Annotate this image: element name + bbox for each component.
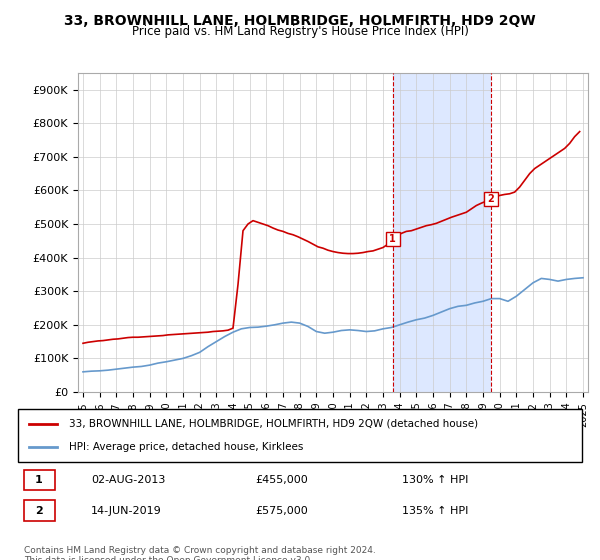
Text: 2: 2 <box>35 506 43 516</box>
Text: 130% ↑ HPI: 130% ↑ HPI <box>401 475 468 485</box>
Text: £455,000: £455,000 <box>255 475 308 485</box>
FancyBboxPatch shape <box>23 470 55 491</box>
FancyBboxPatch shape <box>18 409 582 462</box>
Text: 1: 1 <box>389 234 396 244</box>
Text: HPI: Average price, detached house, Kirklees: HPI: Average price, detached house, Kirk… <box>69 442 303 452</box>
Text: 02-AUG-2013: 02-AUG-2013 <box>91 475 166 485</box>
Text: 33, BROWNHILL LANE, HOLMBRIDGE, HOLMFIRTH, HD9 2QW: 33, BROWNHILL LANE, HOLMBRIDGE, HOLMFIRT… <box>64 14 536 28</box>
Text: 14-JUN-2019: 14-JUN-2019 <box>91 506 162 516</box>
FancyBboxPatch shape <box>23 501 55 521</box>
Text: 2: 2 <box>487 194 494 204</box>
Text: 135% ↑ HPI: 135% ↑ HPI <box>401 506 468 516</box>
Text: Contains HM Land Registry data © Crown copyright and database right 2024.
This d: Contains HM Land Registry data © Crown c… <box>24 546 376 560</box>
Text: £575,000: £575,000 <box>255 506 308 516</box>
Bar <box>392 73 490 392</box>
Text: 1: 1 <box>35 475 43 485</box>
Text: Price paid vs. HM Land Registry's House Price Index (HPI): Price paid vs. HM Land Registry's House … <box>131 25 469 38</box>
Text: 33, BROWNHILL LANE, HOLMBRIDGE, HOLMFIRTH, HD9 2QW (detached house): 33, BROWNHILL LANE, HOLMBRIDGE, HOLMFIRT… <box>69 419 478 429</box>
